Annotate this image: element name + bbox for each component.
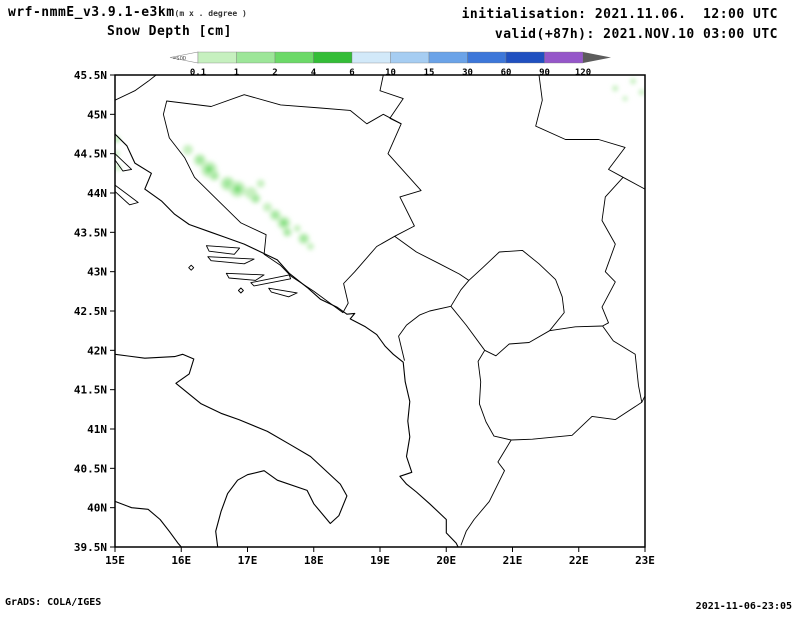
valid-space	[595, 27, 603, 42]
valid-value: 2021.NOV.10 03:00 UTC	[603, 27, 778, 42]
svg-text:41.5N: 41.5N	[74, 384, 107, 397]
map-area: 15E 16E 17E 18E 19E 20E 21E 22E 23E 45.5N 45N 44.5N…	[74, 69, 655, 567]
init-label: initialisation:	[461, 7, 587, 22]
colorbar-legend: 0.1 1 2 4 6 10 15 30 60 90 120 =SOD	[169, 51, 612, 82]
svg-text:18E: 18E	[304, 554, 324, 567]
model-grid-units: (m x . degree )	[174, 9, 247, 18]
field-title: Snow Depth [cm]	[107, 24, 232, 39]
svg-text:43.5N: 43.5N	[74, 226, 107, 239]
svg-text:90: 90	[539, 68, 550, 78]
svg-text:15E: 15E	[105, 554, 125, 567]
model-title: wrf-nmmE_v3.9.1-e3km(m x . degree )	[8, 5, 247, 20]
svg-text:41N: 41N	[87, 423, 107, 436]
svg-text:30: 30	[462, 68, 473, 78]
svg-text:2: 2	[272, 68, 277, 78]
svg-text:40N: 40N	[87, 502, 107, 515]
init-space	[586, 7, 594, 22]
coastlines	[114, 133, 459, 548]
map-svg: 15E 16E 17E 18E 19E 20E 21E 22E 23E 45.5N 45N 44.5N…	[74, 69, 655, 567]
map-frame	[114, 74, 646, 548]
valid-label: valid(+87h):	[494, 27, 595, 42]
svg-text:39.5N: 39.5N	[74, 541, 107, 554]
snow-depth-shading	[115, 78, 645, 250]
creation-timestamp: 2021-11-06-23:05	[695, 601, 792, 612]
svg-text:45.5N: 45.5N	[74, 69, 107, 82]
svg-text:44.5N: 44.5N	[74, 148, 107, 161]
svg-text:10: 10	[385, 68, 396, 78]
init-line: initialisation: 2021.11.06. 12:00 UTC	[462, 5, 778, 25]
country-borders	[114, 74, 646, 546]
svg-text:21E: 21E	[503, 554, 523, 567]
svg-text:16E: 16E	[171, 554, 191, 567]
svg-text:=SOD: =SOD	[173, 56, 186, 62]
colorbar-graphic: 0.1 1 2 4 6 10 15 30 60 90 120 =SOD	[169, 51, 611, 78]
svg-text:45N: 45N	[87, 108, 107, 121]
svg-text:4: 4	[311, 68, 317, 78]
svg-text:20E: 20E	[436, 554, 456, 567]
svg-text:60: 60	[501, 68, 512, 78]
svg-text:23E: 23E	[635, 554, 655, 567]
grads-attribution: GrADS: COLA/IGES	[5, 597, 102, 608]
svg-text:22E: 22E	[569, 554, 589, 567]
svg-text:42N: 42N	[87, 344, 107, 357]
svg-text:17E: 17E	[238, 554, 258, 567]
svg-text:15: 15	[424, 68, 435, 78]
svg-text:1: 1	[234, 68, 239, 78]
svg-text:42.5N: 42.5N	[74, 305, 107, 318]
svg-text:40.5N: 40.5N	[74, 462, 107, 475]
axis-ticks-and-labels: 15E 16E 17E 18E 19E 20E 21E 22E 23E 45.5N 45N 44.5N…	[74, 69, 655, 567]
svg-text:19E: 19E	[370, 554, 390, 567]
init-value: 2021.11.06. 12:00 UTC	[594, 7, 778, 22]
svg-text:44N: 44N	[87, 187, 107, 200]
valid-line: valid(+87h): 2021.NOV.10 03:00 UTC	[462, 25, 778, 45]
svg-text:0.1: 0.1	[190, 68, 206, 78]
run-info: initialisation: 2021.11.06. 12:00 UTC va…	[462, 5, 778, 45]
colorbar-svg: 0.1 1 2 4 6 10 15 30 60 90 120 =SOD	[169, 51, 611, 78]
svg-text:120: 120	[575, 68, 591, 78]
svg-text:6: 6	[349, 68, 354, 78]
model-name: wrf-nmmE_v3.9.1-e3km	[8, 5, 175, 20]
svg-text:43N: 43N	[87, 266, 107, 279]
